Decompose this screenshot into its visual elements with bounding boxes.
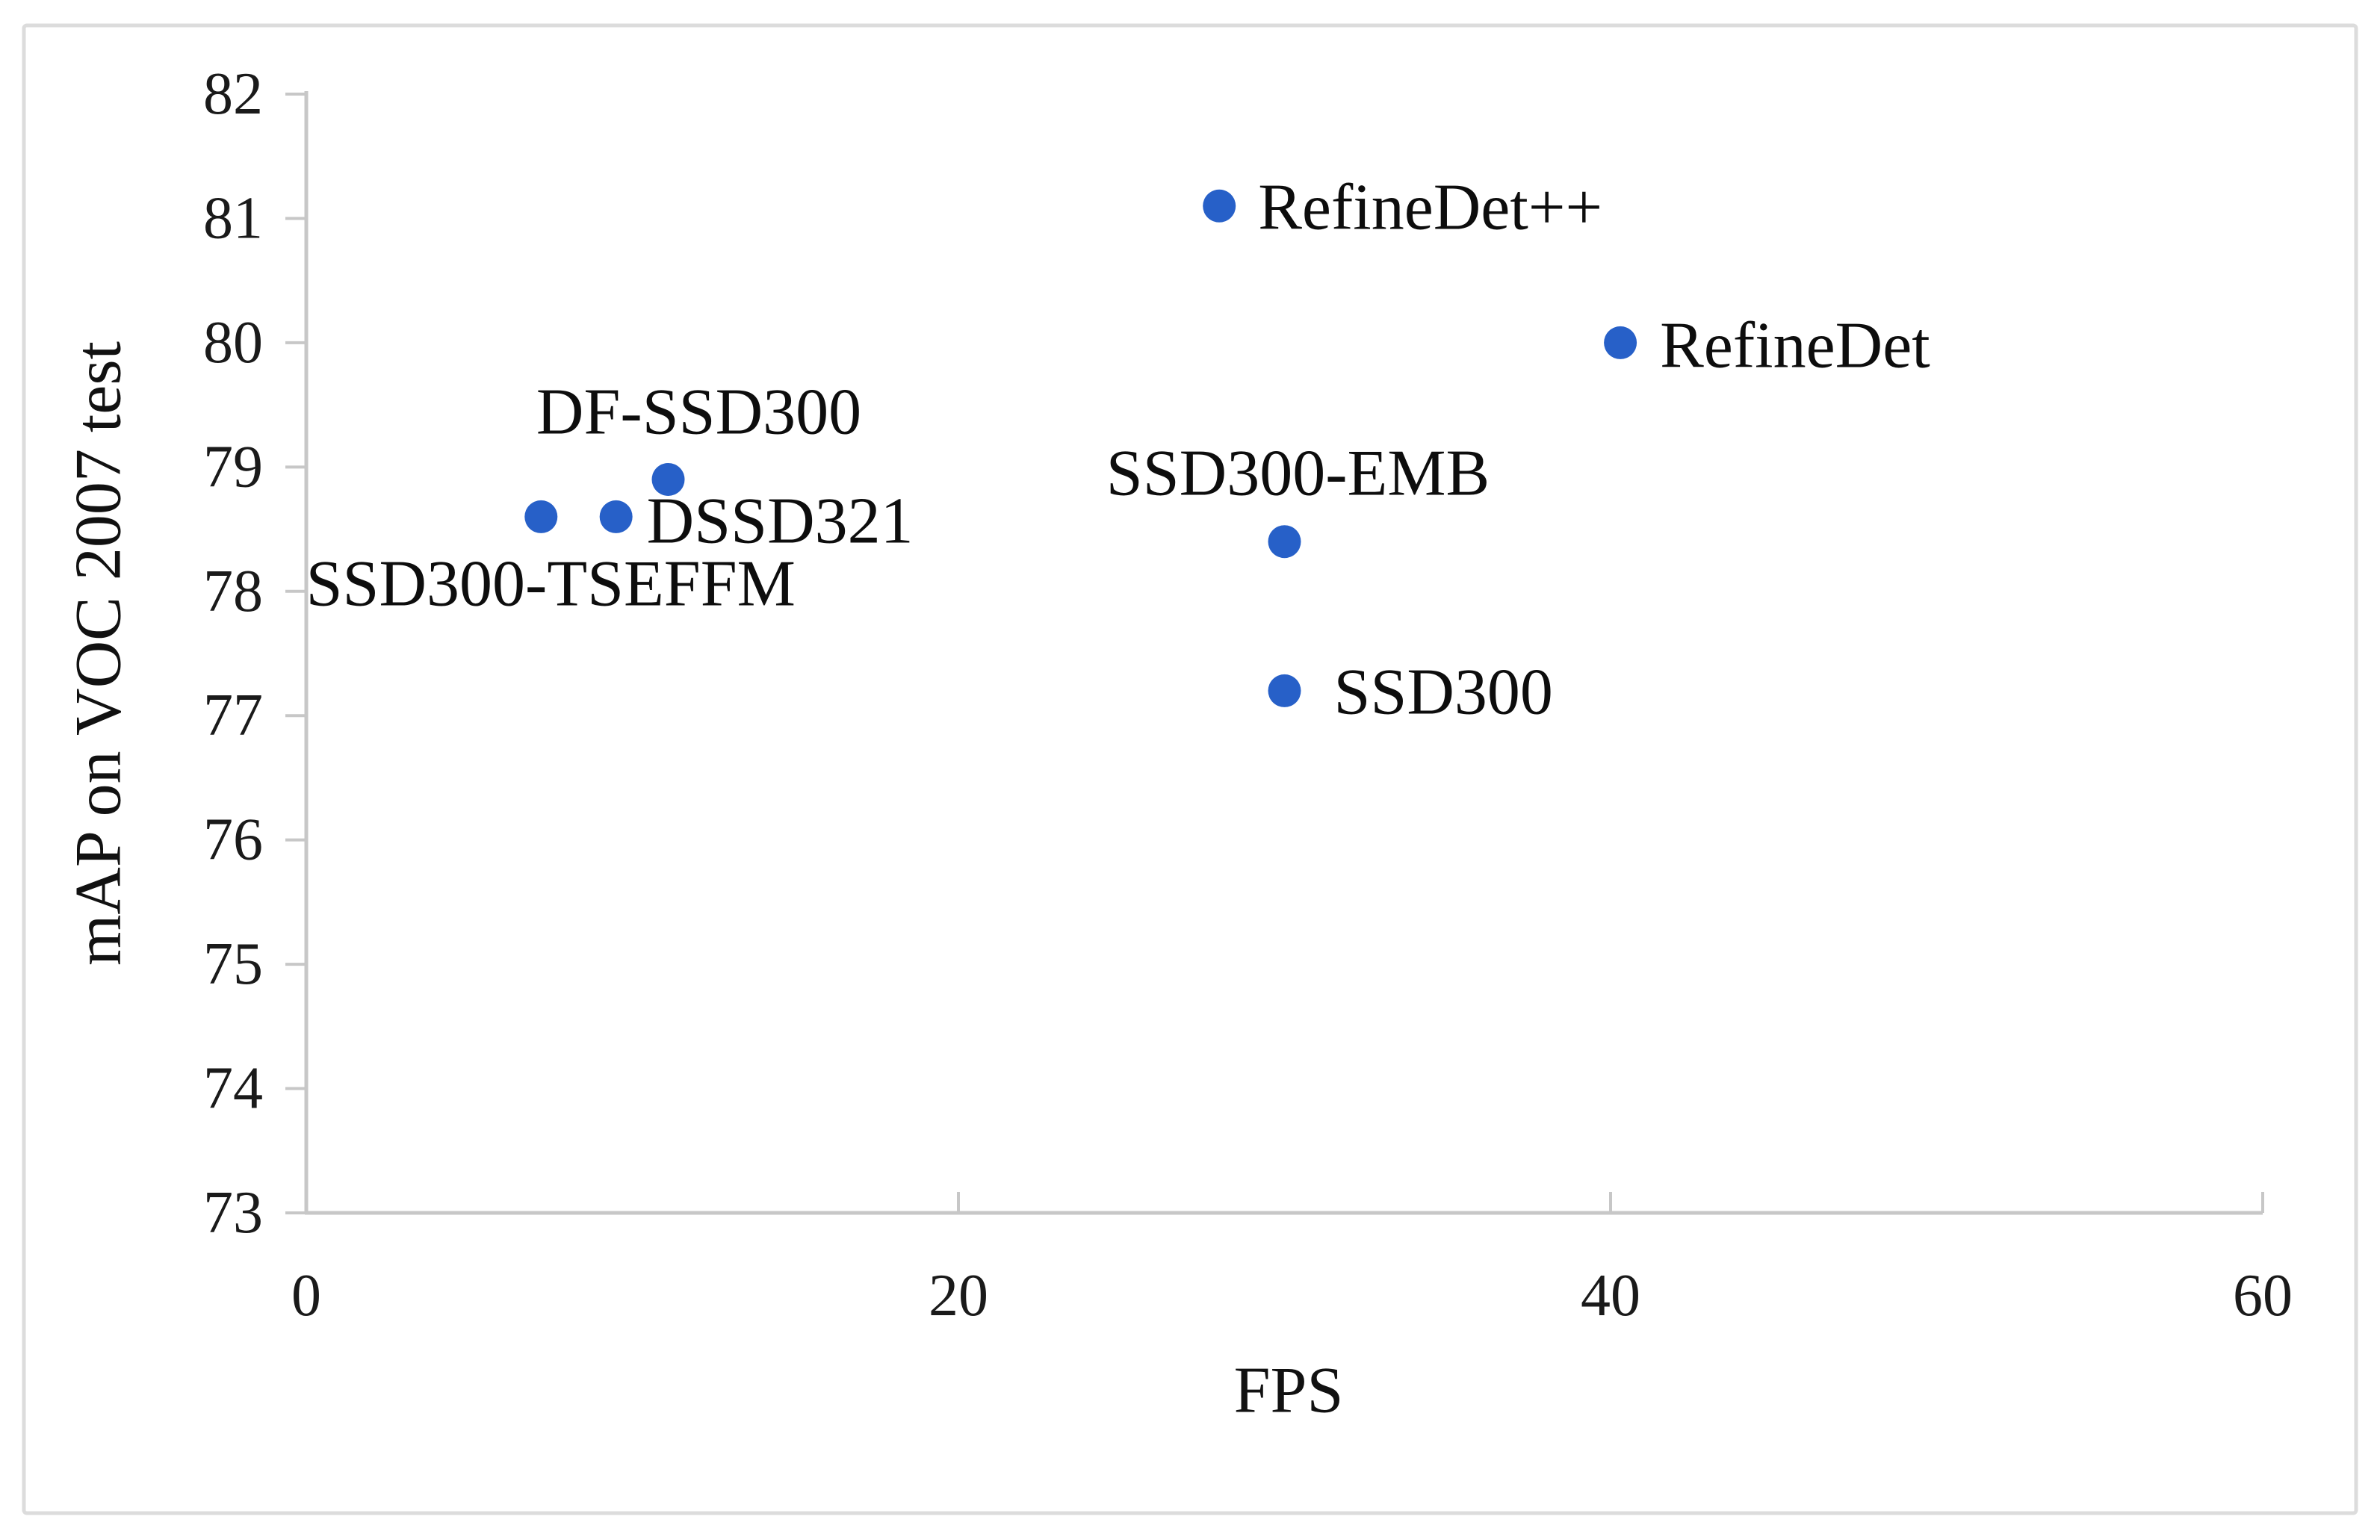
data-points (524, 189, 1637, 707)
x-tick-label-40: 40 (1581, 1263, 1640, 1329)
data-point-label-df-ssd300: DF-SSD300 (536, 376, 861, 448)
x-tick-label-20: 20 (929, 1263, 988, 1329)
x-tick-label-0: 0 (291, 1263, 321, 1329)
figure-border (22, 23, 2358, 1515)
y-axis-ticks (285, 93, 306, 1214)
data-point-df-ssd300 (651, 462, 685, 496)
y-tick-label-78: 78 (203, 559, 263, 624)
data-point-ssd300-emb (1268, 525, 1301, 559)
y-tick-label-76: 76 (203, 807, 263, 873)
data-point-ssd300 (1268, 674, 1301, 707)
axes (285, 91, 2264, 1215)
x-axis-title: FPS (1234, 1355, 1344, 1427)
x-axis-tick-labels: 0 20 40 60 (291, 1263, 2293, 1329)
y-tick-label-80: 80 (203, 310, 263, 376)
data-point-labels: RefineDet++RefineDetDF-SSD300DSSD321SSD3… (306, 171, 1930, 728)
y-axis-title: mAP on VOC 2007 test (63, 341, 135, 966)
data-point-refinedet (1604, 326, 1637, 359)
data-point-label-ssd300-tseffm: SSD300-TSEFFM (306, 547, 796, 620)
data-point-label-refinedetplusplus: RefineDet++ (1258, 171, 1602, 243)
y-tick-label-81: 81 (203, 185, 263, 251)
data-point-refinedetplusplus (1203, 189, 1236, 223)
y-tick-label-73: 73 (203, 1180, 263, 1246)
data-point-label-dssd321: DSSD321 (647, 485, 914, 557)
y-tick-label-77: 77 (203, 683, 263, 748)
data-point-label-refinedet: RefineDet (1660, 309, 1930, 382)
data-point-ssd300-tseffm (524, 500, 558, 533)
data-point-dssd321 (599, 500, 633, 533)
y-tick-label-79: 79 (203, 434, 263, 500)
y-axis-tick-labels: 82 81 80 79 78 77 76 75 74 73 (203, 61, 263, 1246)
data-point-label-ssd300-emb: SSD300-EMB (1106, 438, 1490, 510)
y-tick-label-75: 75 (203, 931, 263, 997)
x-axis-ticks (305, 1192, 2264, 1213)
x-tick-label-60: 60 (2233, 1263, 2293, 1329)
y-tick-label-82: 82 (203, 61, 263, 127)
data-point-label-ssd300: SSD300 (1334, 656, 1553, 728)
y-tick-label-74: 74 (203, 1056, 263, 1122)
